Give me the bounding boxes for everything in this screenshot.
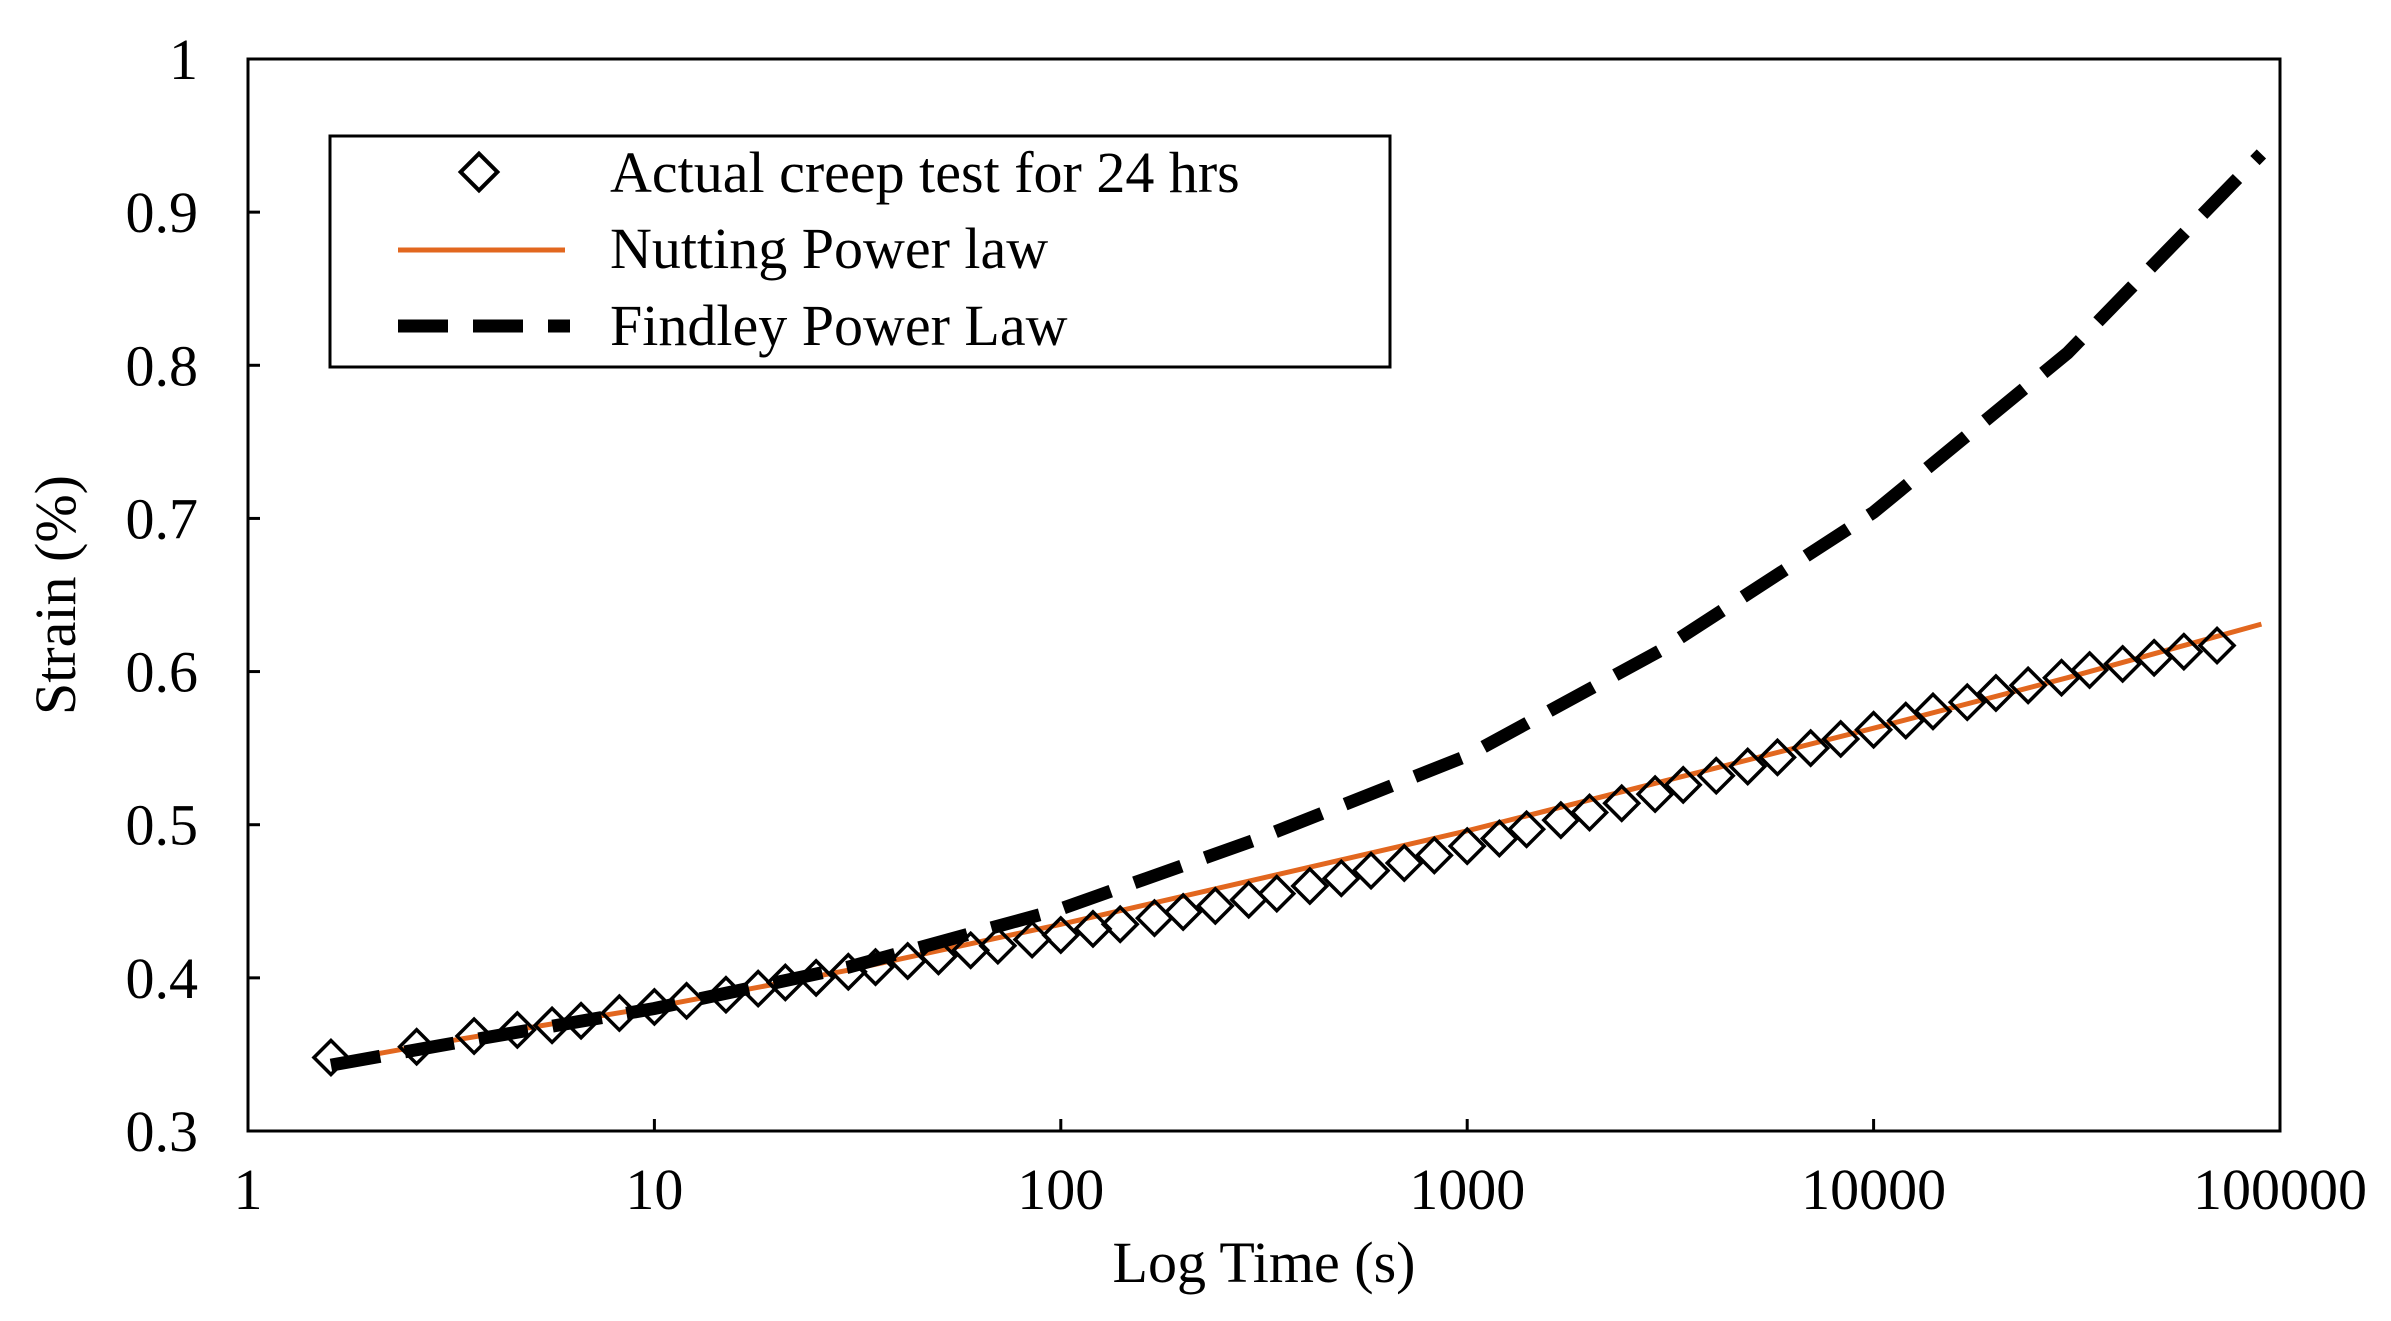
data-point-actual [1696,756,1736,796]
data-point-actual [765,962,805,1002]
legend-label-findley: Findley Power Law [610,293,1068,358]
x-axis-title: Log Time (s) [1113,1230,1416,1295]
data-point-actual [1414,835,1454,875]
y-axis-title: Strain (%) [23,475,88,715]
data-point-actual [667,981,707,1021]
data-point-actual [856,947,895,987]
data-point-actual [311,1038,351,1077]
data-point-actual [1913,691,1953,731]
data-point-actual [397,1027,437,1067]
data-point-actual [1791,728,1831,768]
x-axis-ticks: 1 10 100 1000 10000 100000 [234,1119,2367,1222]
data-point-actual [1635,774,1675,814]
data-point-actual [888,941,928,981]
x-tick-label: 10 [625,1157,683,1222]
legend: Actual creep test for 24 hrs Nutting Pow… [328,134,1392,369]
data-point-actual [1507,809,1547,849]
x-tick-label: 100000 [2193,1157,2367,1222]
data-point-actual [1163,892,1203,932]
data-point-actual [1290,866,1330,906]
legend-label-actual: Actual creep test for 24 hrs [610,140,1240,205]
y-tick-label: 0.4 [126,946,199,1011]
data-point-actual [2197,626,2237,666]
data-point-actual [1195,886,1235,926]
data-point-actual [1447,826,1487,866]
data-point-actual [497,1010,537,1050]
y-tick-label: 1 [169,27,198,92]
data-point-actual [561,1001,601,1041]
y-tick-label: 0.6 [126,640,199,705]
data-point-actual [1321,858,1361,898]
data-point-actual [1570,792,1610,832]
legend-marker-diamond [457,150,501,194]
plot-frame [246,57,2282,1133]
y-tick-label: 0.3 [126,1099,199,1164]
data-point-actual [1757,737,1797,777]
x-tick-label: 100 [1017,1157,1104,1222]
data-point-actual [918,936,958,976]
data-point-actual [2164,632,2204,672]
x-tick-label: 1 [234,1157,263,1222]
legend-label-nutting: Nutting Power law [610,216,1048,281]
y-tick-label: 0.9 [126,180,199,245]
data-point-actual [706,975,746,1015]
data-point-actual [2008,665,2048,705]
data-point-actual [1976,673,2016,713]
data-point-actual [1947,682,1987,722]
data-point-actual [1728,747,1768,786]
data-point-actual [599,993,639,1033]
data-point-actual [1041,915,1081,955]
data-point-actual [1100,904,1140,944]
data-point-actual [1384,843,1424,883]
data-point-actual [1663,765,1703,805]
y-tick-label: 0.5 [126,793,199,858]
x-tick-label: 1000 [1409,1157,1525,1222]
data-point-actual [1229,880,1269,920]
data-point-actual [1257,874,1297,914]
y-tick-label: 0.8 [126,333,199,398]
data-point-actual [1602,783,1642,823]
x-tick-label: 10000 [1801,1157,1946,1222]
y-axis-ticks: 0.3 0.4 0.5 0.6 0.7 0.8 0.9 1 [126,27,260,1164]
data-point-actual [1854,710,1894,750]
data-point-actual [796,958,836,998]
series-layer [311,149,2267,1077]
series-line-findley [329,149,2267,1072]
data-point-actual [1351,851,1391,891]
y-tick-label: 0.7 [126,486,199,551]
data-point-actual [2070,650,2110,690]
data-point-actual [2103,644,2143,684]
data-point-actual [634,987,674,1027]
data-point-actual [978,926,1018,966]
data-point-actual [454,1016,494,1056]
data-point-actual [1821,719,1861,759]
